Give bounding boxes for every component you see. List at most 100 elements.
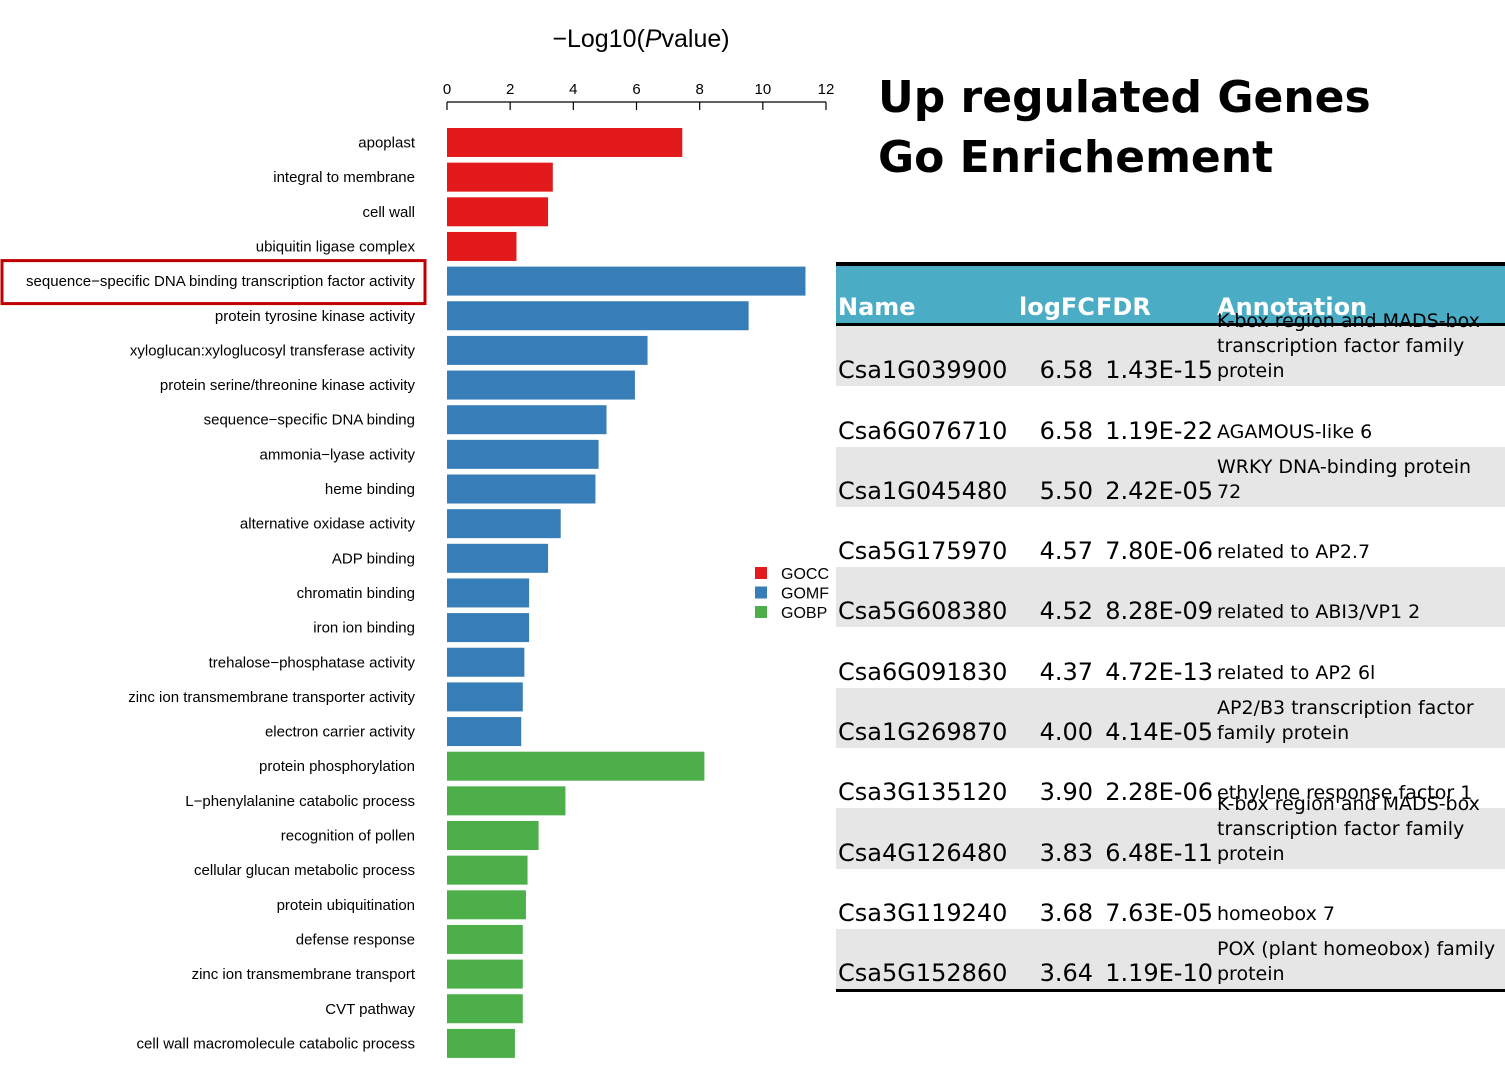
annotation-cell: related to ABI3/VP1 2 [1217,601,1421,624]
category-label: L−phenylalanine catabolic process [185,793,415,810]
x-axis-label: −Log10(Pvalue) [552,25,729,53]
category-label: CVT pathway [325,1001,415,1018]
x-tick-label: 0 [443,81,451,98]
bar [447,959,523,989]
table-row: Csa1G269870 4.00 4.14E-05 AP2/B3 transcript… [836,687,1505,749]
bar [447,682,523,712]
header-logfc: logFC [1019,293,1095,321]
annotation-cell: homeobox 7 [1217,902,1335,925]
bar [447,335,648,365]
bar [447,439,599,469]
x-tick-label: 4 [569,81,577,98]
bar [447,751,705,781]
category-label: ubiquitin ligase complex [256,238,416,255]
annotation-cell: WRKY DNA-binding protein 72 [1217,455,1472,503]
logfc-cell: 4.52 [1039,597,1093,626]
gene-name-cell: Csa1G269870 [838,718,1008,747]
category-label: electron carrier activity [265,724,416,741]
fdr-cell: 1.19E-22 [1105,416,1213,445]
table-row: Csa5G608380 4.52 8.28E-09 related to ABI3/V… [836,567,1505,628]
table-row: Csa6G076710 6.58 1.19E-22 AGAMOUS-like 6 [836,386,1505,446]
category-labels: apoplast integral to membrane cell wall ubi… [26,135,416,1053]
bar [447,474,596,504]
bar [447,821,539,850]
category-label: protein serine/threonine kinase activity [160,377,416,394]
category-label: recognition of pollen [281,828,415,845]
category-label: cellular glucan metabolic process [194,862,415,879]
bar [447,543,549,573]
category-label: heme binding [325,481,415,498]
x-tick-label: 10 [754,81,771,98]
annotation-cell: AP2/B3 transcription factor family prote… [1217,697,1474,745]
table-row: Csa4G126480 3.83 6.48E-11 K-box region and … [836,793,1505,869]
bar [447,197,549,227]
table-row: Csa6G091830 4.37 4.72E-13 related to AP2 6l [836,627,1505,687]
table-row: Csa3G119240 3.68 7.63E-05 homeobox 7 [836,869,1505,929]
bar [447,717,522,747]
x-tick-label: 6 [632,81,640,98]
fdr-cell: 1.43E-15 [1105,356,1213,385]
gene-name-cell: Csa4G126480 [838,838,1008,867]
gene-name-cell: Csa3G119240 [838,898,1008,927]
gene-name-cell: Csa6G076710 [838,416,1008,445]
logfc-cell: 6.58 [1039,356,1093,385]
bar [447,786,566,816]
bar [447,266,806,296]
highlight-box [0,259,427,306]
bar [447,855,528,885]
table-header: Name logFC FDR Annotation [836,266,1505,326]
legend-swatch [755,567,767,579]
bar [447,890,526,920]
fdr-cell: 4.14E-05 [1105,718,1213,747]
fdr-cell: 2.42E-05 [1105,476,1213,505]
table-row: Csa1G039900 6.58 1.43E-15 K-box region and … [836,310,1505,387]
logfc-cell: 3.83 [1039,838,1093,867]
category-label: trehalose−phosphatase activity [209,654,416,671]
fdr-cell: 2.28E-06 [1105,778,1213,807]
logfc-cell: 3.68 [1039,898,1093,927]
category-label: alternative oxidase activity [240,516,416,533]
table-row: Csa3G135120 3.90 2.28E-06 ethylene response… [836,748,1505,808]
category-label: chromatin binding [297,585,415,602]
annotation-cell: K-box region and MADS-box transcription … [1217,792,1480,865]
gene-name-cell: Csa1G039900 [838,356,1008,385]
bar [447,994,523,1024]
category-label: protein ubiquitination [277,897,415,914]
table-row: Csa5G175970 4.57 7.80E-06 related to AP2.7 [836,507,1505,567]
x-tick-label: 12 [818,81,835,98]
category-label: cell wall macromolecule catabolic proces… [137,1035,415,1052]
logfc-cell: 4.37 [1039,657,1093,686]
category-label: xyloglucan:xyloglucosyl transferase acti… [130,342,416,359]
logfc-cell: 5.50 [1039,476,1093,505]
category-label: ADP binding [332,550,415,567]
category-label: cell wall [362,204,415,221]
logfc-cell: 4.00 [1039,718,1093,747]
logfc-cell: 3.64 [1039,959,1093,988]
fdr-cell: 1.19E-10 [1105,959,1213,988]
x-axis: 0 2 4 6 8 10 12 [443,81,835,110]
category-label: zinc ion transmembrane transport [192,966,416,983]
category-label: iron ion binding [313,620,415,637]
legend-label: GOBP [781,605,827,622]
x-axis-label-prefix: −Log10( [552,25,645,53]
bar [447,301,749,331]
category-label: protein tyrosine kinase activity [215,308,416,325]
header-name: Name [838,293,916,321]
category-label: zinc ion transmembrane transporter activ… [128,689,415,706]
bar [447,370,635,400]
category-label: sequence−specific DNA binding transcript… [26,273,415,290]
category-label: defense response [296,931,415,948]
go-enrichment-bar-chart: −Log10(Pvalue) 0 2 4 6 8 10 12 apoplast integra… [0,25,835,1058]
legend: GOCC GOMF GOBP [755,566,829,622]
x-axis-label-italic: P [645,25,662,53]
table-row: Csa1G045480 5.50 2.42E-05 WRKY DNA-binding … [836,446,1505,507]
x-tick-label: 8 [695,81,703,98]
bar [447,1028,515,1058]
bar [447,578,530,608]
gene-name-cell: Csa5G608380 [838,597,1008,626]
fdr-cell: 7.63E-05 [1105,898,1213,927]
table-body: Csa1G039900 6.58 1.43E-15 K-box region and … [836,310,1505,990]
gene-name-cell: Csa3G135120 [838,778,1008,807]
bar [447,924,523,954]
annotation-cell: ethylene response factor 1 [1217,782,1473,805]
